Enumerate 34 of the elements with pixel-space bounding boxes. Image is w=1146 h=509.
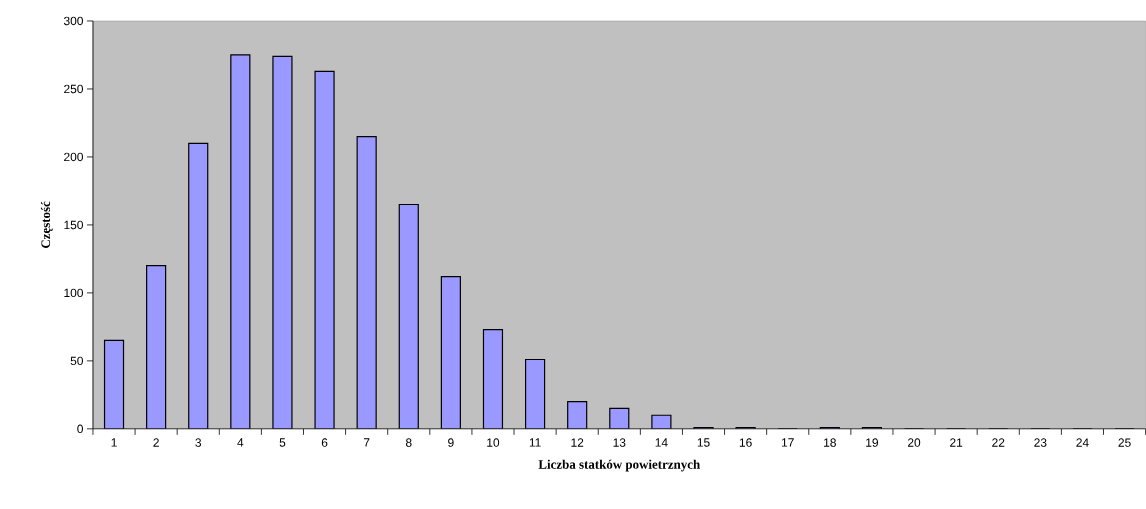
y-tick-label: 300 — [63, 16, 83, 26]
x-tick-label: 23 — [1034, 438, 1047, 447]
x-tick-label: 2 — [153, 438, 159, 447]
x-tick-label: 8 — [405, 438, 412, 447]
x-tick-label: 13 — [613, 438, 626, 447]
y-tick-label: 150 — [64, 220, 83, 230]
x-tick-label: 20 — [907, 438, 921, 447]
x-tick-label: 14 — [655, 438, 668, 447]
x-tick-label: 18 — [824, 438, 836, 447]
x-axis-title: Liczba statków powietrznych — [538, 459, 700, 472]
x-tick-label: 12 — [571, 438, 584, 447]
y-tick-label: 200 — [64, 152, 83, 162]
x-tick-label: 6 — [321, 438, 328, 447]
x-tick-label: 16 — [739, 438, 752, 447]
x-tick-label: 24 — [1076, 438, 1089, 447]
x-tick-label: 19 — [866, 438, 878, 447]
y-tick-label: 100 — [64, 288, 83, 298]
x-tick-label: 7 — [363, 438, 370, 447]
x-tick-label: 22 — [992, 438, 1005, 447]
x-tick-label: 17 — [781, 438, 794, 447]
x-tick-label: 11 — [529, 438, 541, 447]
x-tick-label: 10 — [487, 438, 500, 447]
x-tick-label: 3 — [195, 438, 202, 447]
y-tick-label: 0 — [77, 424, 83, 434]
x-tick-label: 1 — [111, 438, 117, 447]
x-tick-label: 9 — [448, 438, 454, 447]
x-tick-label: 21 — [950, 438, 963, 447]
x-tick-label: 4 — [237, 438, 244, 447]
y-tick-label: 250 — [64, 84, 83, 94]
x-tick-label: 15 — [697, 438, 710, 447]
y-tick-label: 50 — [70, 356, 83, 366]
x-tick-label: 5 — [279, 438, 286, 447]
x-tick-label: 25 — [1118, 438, 1131, 447]
y-axis-title: Częstość — [40, 201, 53, 249]
